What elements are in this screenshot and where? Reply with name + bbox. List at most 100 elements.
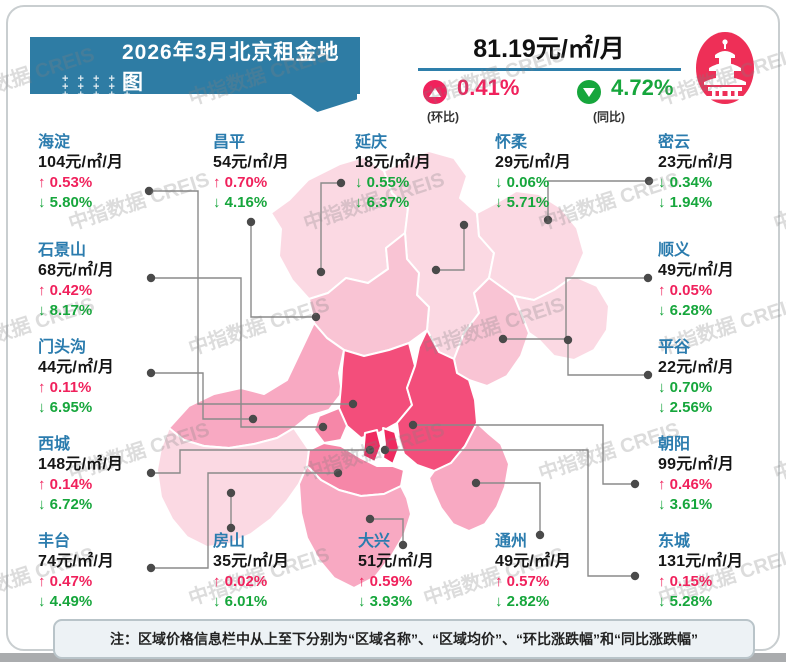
district-price: 23元/㎡/月 bbox=[658, 154, 735, 171]
district-price: 44元/㎡/月 bbox=[38, 359, 115, 376]
district-card-shunyi: 顺义 49元/㎡/月 ↑ 0.05% ↓ 6.28% bbox=[658, 241, 786, 321]
beijing-rent-map bbox=[144, 150, 654, 589]
district-name: 西城 bbox=[38, 436, 71, 453]
district-price: 99元/㎡/月 bbox=[658, 456, 735, 473]
average-price: 81.19元/㎡/月 bbox=[473, 35, 625, 63]
leader-lines bbox=[144, 176, 654, 581]
district-name: 门头沟 bbox=[38, 339, 87, 356]
yoy-change-label: (同比) bbox=[593, 110, 625, 124]
mom-change-label: (环比) bbox=[427, 110, 459, 124]
district-card-haidian: 海淀 104元/㎡/月 ↑ 0.53% ↓ 5.80% bbox=[38, 133, 168, 213]
district-yoy-change: ↓ 4.49% bbox=[38, 593, 93, 610]
district-mom-change: ↑ 0.11% bbox=[38, 379, 92, 396]
district-name: 石景山 bbox=[38, 242, 87, 259]
district-mom-change: ↑ 0.53% bbox=[38, 174, 93, 191]
district-price: 18元/㎡/月 bbox=[355, 154, 432, 171]
district-name: 通州 bbox=[495, 533, 528, 550]
district-mom-change: ↓ 0.70% bbox=[658, 379, 713, 396]
district-name: 平谷 bbox=[658, 339, 691, 356]
mom-change-value: 0.41% bbox=[457, 75, 520, 100]
district-mom-change: ↓ 0.55% bbox=[355, 174, 410, 191]
district-yoy-change: ↓ 6.37% bbox=[355, 194, 410, 211]
district-price: 51元/㎡/月 bbox=[358, 553, 435, 570]
district-name: 昌平 bbox=[213, 134, 246, 151]
district-price: 29元/㎡/月 bbox=[495, 154, 572, 171]
district-mom-change: ↑ 0.05% bbox=[658, 282, 713, 299]
district-price: 104元/㎡/月 bbox=[38, 154, 124, 171]
district-mom-change: ↑ 0.46% bbox=[658, 476, 713, 493]
page-title: 2026年3月北京租金地图 bbox=[122, 40, 340, 94]
footnote-text: 注：区域价格信息栏中从上至下分别为“区域名称”、“区域均价”、“环比涨跌幅”和“… bbox=[110, 631, 698, 647]
district-yoy-change: ↓ 6.28% bbox=[658, 302, 713, 319]
district-name: 丰台 bbox=[38, 533, 71, 550]
district-card-fengtai: 丰台 74元/㎡/月 ↑ 0.47% ↓ 4.49% bbox=[38, 532, 168, 612]
district-mom-change: ↑ 0.14% bbox=[38, 476, 93, 493]
district-card-shijingshan: 石景山 68元/㎡/月 ↑ 0.42% ↓ 8.17% bbox=[38, 241, 168, 321]
rise-badge-icon bbox=[423, 80, 447, 104]
district-card-yanqing: 延庆 18元/㎡/月 ↓ 0.55% ↓ 6.37% bbox=[355, 133, 485, 213]
district-yoy-change: ↓ 5.71% bbox=[495, 194, 550, 211]
map-regions bbox=[156, 150, 610, 589]
district-yoy-change: ↓ 3.61% bbox=[658, 496, 713, 513]
district-name: 延庆 bbox=[355, 134, 388, 151]
district-price: 35元/㎡/月 bbox=[213, 553, 290, 570]
district-yoy-change: ↓ 1.94% bbox=[658, 194, 713, 211]
district-card-xicheng: 西城 148元/㎡/月 ↑ 0.14% ↓ 6.72% bbox=[38, 435, 168, 515]
map-region-daxing bbox=[298, 465, 412, 589]
up-triangle-icon bbox=[429, 88, 441, 97]
district-card-pinggu: 平谷 22元/㎡/月 ↓ 0.70% ↓ 2.56% bbox=[658, 338, 786, 418]
district-yoy-change: ↓ 4.16% bbox=[213, 194, 268, 211]
district-yoy-change: ↓ 6.95% bbox=[38, 399, 93, 416]
district-yoy-change: ↓ 6.01% bbox=[213, 593, 268, 610]
district-name: 大兴 bbox=[358, 533, 391, 550]
district-card-chaoyang: 朝阳 99元/㎡/月 ↑ 0.46% ↓ 3.61% bbox=[658, 435, 786, 515]
district-price: 22元/㎡/月 bbox=[658, 359, 735, 376]
district-price: 131元/㎡/月 bbox=[658, 553, 744, 570]
district-mom-change: ↓ 0.34% bbox=[658, 174, 713, 191]
district-mom-change: ↑ 0.47% bbox=[38, 573, 93, 590]
district-price: 68元/㎡/月 bbox=[38, 262, 115, 279]
district-price: 49元/㎡/月 bbox=[495, 553, 572, 570]
district-card-huairou: 怀柔 29元/㎡/月 ↓ 0.06% ↓ 5.71% bbox=[495, 133, 625, 213]
district-yoy-change: ↓ 2.56% bbox=[658, 399, 713, 416]
district-yoy-change: ↓ 6.72% bbox=[38, 496, 93, 513]
infographic-card: + + + + + + + + + + + + + + + + + + + + + + … bbox=[6, 5, 780, 659]
district-mom-change: ↓ 0.06% bbox=[495, 174, 550, 191]
plus-grid-icon: + + + + + + + + + + + + + + + + + + + + + + … bbox=[62, 73, 134, 117]
district-yoy-change: ↓ 2.82% bbox=[495, 593, 550, 610]
district-mom-change: ↑ 0.02% bbox=[213, 573, 268, 590]
price-underline bbox=[418, 68, 681, 71]
district-name: 朝阳 bbox=[658, 436, 691, 453]
district-name: 海淀 bbox=[38, 134, 71, 151]
district-card-changping: 昌平 54元/㎡/月 ↑ 0.70% ↓ 4.16% bbox=[213, 133, 343, 213]
district-card-dongcheng: 东城 131元/㎡/月 ↑ 0.15% ↓ 5.28% bbox=[658, 532, 786, 612]
district-name: 房山 bbox=[213, 533, 246, 550]
district-mom-change: ↑ 0.57% bbox=[495, 573, 550, 590]
district-name: 怀柔 bbox=[495, 134, 528, 151]
down-triangle-icon bbox=[583, 88, 595, 97]
district-name: 顺义 bbox=[658, 242, 691, 259]
map-region-fangshan bbox=[156, 427, 310, 548]
district-price: 74元/㎡/月 bbox=[38, 553, 115, 570]
yoy-change-value: 4.72% bbox=[611, 75, 674, 100]
district-yoy-change: ↓ 8.17% bbox=[38, 302, 93, 319]
district-name: 密云 bbox=[658, 134, 691, 151]
district-price: 54元/㎡/月 bbox=[213, 154, 290, 171]
district-card-miyun: 密云 23元/㎡/月 ↓ 0.34% ↓ 1.94% bbox=[658, 133, 786, 213]
district-mom-change: ↑ 0.70% bbox=[213, 174, 268, 191]
district-mom-change: ↑ 0.42% bbox=[38, 282, 93, 299]
district-card-daxing: 大兴 51元/㎡/月 ↑ 0.59% ↓ 3.93% bbox=[358, 532, 488, 612]
district-yoy-change: ↓ 3.93% bbox=[358, 593, 413, 610]
district-yoy-change: ↓ 5.28% bbox=[658, 593, 713, 610]
footnote-bar: 注：区域价格信息栏中从上至下分别为“区域名称”、“区域均价”、“环比涨跌幅”和“… bbox=[53, 619, 755, 659]
fall-badge-icon bbox=[577, 80, 601, 104]
map-region-dongcheng bbox=[382, 427, 400, 465]
district-card-fangshan: 房山 35元/㎡/月 ↑ 0.02% ↓ 6.01% bbox=[213, 532, 343, 612]
district-card-tongzhou: 通州 49元/㎡/月 ↑ 0.57% ↓ 2.82% bbox=[495, 532, 625, 612]
district-price: 148元/㎡/月 bbox=[38, 456, 124, 473]
district-mom-change: ↑ 0.15% bbox=[658, 573, 713, 590]
temple-of-heaven-icon bbox=[696, 32, 754, 104]
district-card-mentougou: 门头沟 44元/㎡/月 ↑ 0.11% ↓ 6.95% bbox=[38, 338, 168, 418]
district-price: 49元/㎡/月 bbox=[658, 262, 735, 279]
map-region-xicheng bbox=[362, 429, 382, 463]
